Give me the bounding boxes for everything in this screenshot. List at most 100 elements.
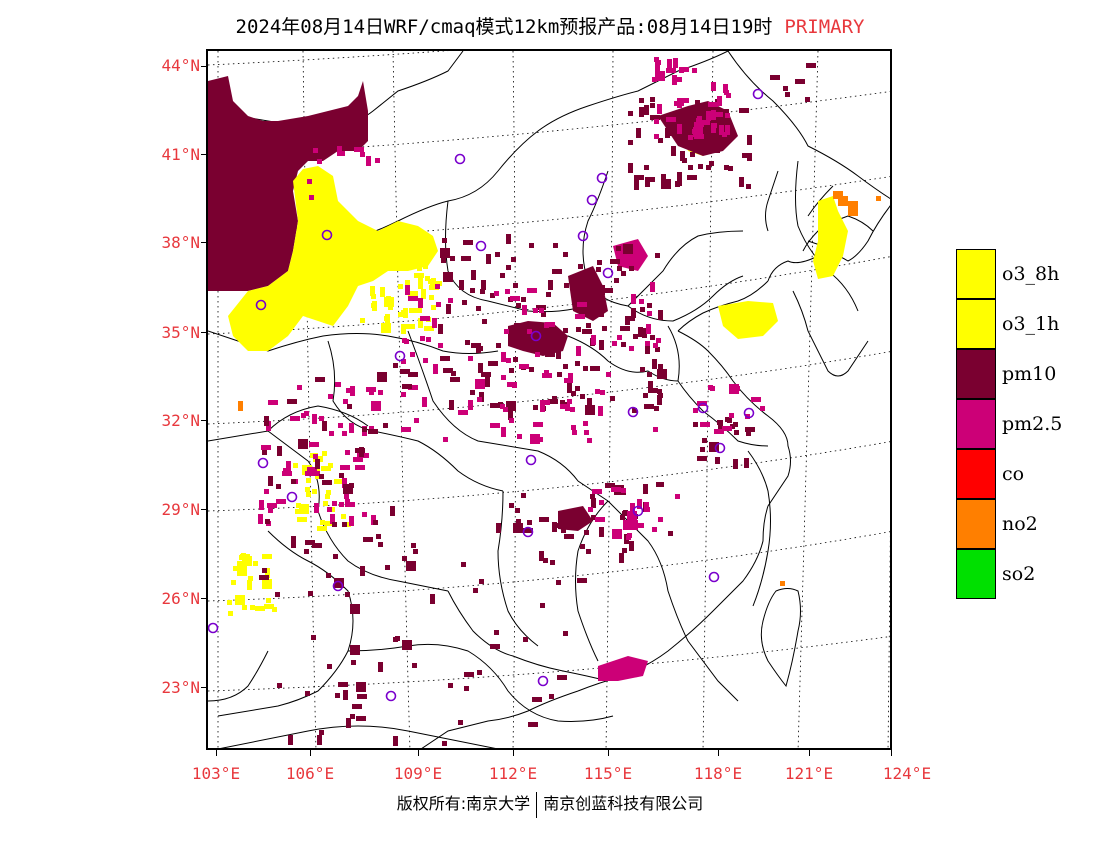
pm25-cell bbox=[708, 102, 718, 107]
pm10-cell bbox=[349, 483, 354, 488]
pm25-cell bbox=[423, 358, 428, 363]
pm25-cell bbox=[286, 461, 291, 471]
pm25-cell bbox=[588, 507, 593, 512]
pm25-cell bbox=[656, 338, 661, 343]
o3-cell bbox=[241, 553, 246, 558]
pm10-cell bbox=[671, 146, 676, 156]
pm25-cell bbox=[420, 316, 430, 321]
pm25-cell bbox=[719, 125, 724, 135]
o3-cell bbox=[330, 507, 335, 512]
pm10-cell bbox=[700, 447, 705, 452]
pm25-cell bbox=[673, 58, 678, 68]
o3-cell bbox=[334, 479, 344, 484]
o3-cell bbox=[317, 526, 327, 531]
pm25-cell bbox=[533, 308, 538, 313]
pm25-cell bbox=[268, 508, 273, 513]
pm10-cell bbox=[617, 266, 622, 271]
pm25-cell bbox=[305, 471, 310, 476]
pm25-cell bbox=[369, 426, 374, 431]
legend-swatch bbox=[956, 449, 996, 499]
pm10-cell bbox=[471, 270, 476, 280]
pm10-cell bbox=[343, 690, 348, 700]
lat-tick bbox=[201, 420, 206, 421]
pm25-cell bbox=[414, 418, 419, 423]
pm25-cell bbox=[544, 370, 549, 375]
pm25-cell bbox=[408, 296, 418, 301]
pm10-cell bbox=[516, 303, 521, 308]
pm10-cell bbox=[291, 479, 296, 484]
pm10-cell bbox=[529, 243, 534, 248]
pm10-cell bbox=[577, 578, 587, 583]
pm10-cell bbox=[378, 662, 383, 672]
o3-cell bbox=[384, 297, 394, 307]
pm25-cell bbox=[503, 407, 508, 412]
pm25-cell bbox=[705, 422, 710, 427]
pm25-cell bbox=[458, 410, 468, 415]
pm10-cell bbox=[619, 553, 624, 563]
pm10-cell bbox=[693, 422, 698, 427]
station-marker bbox=[714, 442, 726, 454]
map-panel[interactable] bbox=[206, 49, 892, 750]
o3-cell bbox=[326, 490, 331, 495]
pm10-cell bbox=[265, 519, 270, 524]
pm10-cell bbox=[571, 391, 576, 396]
lon-tick bbox=[418, 750, 419, 756]
pm10-cell bbox=[495, 252, 500, 257]
pm25-cell bbox=[627, 511, 637, 521]
pm10-cell bbox=[715, 459, 720, 464]
legend-swatch bbox=[956, 349, 996, 399]
pm25-cell bbox=[309, 442, 319, 447]
pm10-cell bbox=[357, 694, 367, 699]
pm25-cell bbox=[675, 494, 680, 499]
o3-cell bbox=[418, 318, 423, 328]
pm25-cell bbox=[319, 416, 324, 421]
pm25-cell bbox=[350, 386, 355, 396]
lon-label-112: 112°E bbox=[488, 764, 538, 783]
pm10-cell bbox=[745, 427, 755, 432]
pm25-cell bbox=[475, 379, 485, 389]
pm25-cell bbox=[672, 75, 677, 85]
pm25-cell bbox=[542, 373, 552, 378]
pm25-cell bbox=[477, 397, 482, 402]
pm10-cell bbox=[599, 340, 604, 350]
no2-cell bbox=[833, 191, 843, 199]
lat-tick bbox=[201, 687, 206, 688]
pm10-cell bbox=[402, 384, 412, 389]
pm25-cell bbox=[567, 399, 572, 404]
pm25-cell bbox=[342, 431, 347, 436]
pm10-cell bbox=[563, 328, 568, 333]
pm10-area bbox=[208, 76, 368, 291]
pm25-cell bbox=[646, 324, 651, 334]
pm25-cell bbox=[330, 514, 335, 524]
pm25-cell bbox=[729, 384, 739, 394]
lat-tick bbox=[201, 332, 206, 333]
pm25-cell bbox=[725, 113, 730, 118]
primary-tag: PRIMARY bbox=[784, 16, 865, 38]
o3-cell bbox=[371, 262, 376, 267]
pm25-cell bbox=[714, 429, 724, 434]
pm10-cell bbox=[552, 523, 562, 528]
pm10-cell bbox=[443, 368, 453, 373]
pm10-cell bbox=[561, 528, 566, 533]
pm10-cell bbox=[616, 246, 621, 251]
station-marker bbox=[530, 330, 542, 342]
pm10-cell bbox=[549, 694, 554, 699]
pm25-cell bbox=[501, 375, 506, 380]
pollutant-cells bbox=[208, 57, 881, 746]
legend-label: o3_1h bbox=[1002, 313, 1060, 335]
pm25-cell bbox=[360, 465, 365, 470]
pm25-cell bbox=[688, 135, 693, 140]
pm10-cell bbox=[728, 166, 733, 171]
station-marker bbox=[577, 230, 589, 242]
pm10-cell bbox=[742, 153, 752, 158]
pm10-cell bbox=[625, 316, 635, 321]
pm10-cell bbox=[333, 554, 338, 559]
pm25-cell bbox=[617, 335, 622, 340]
station-marker bbox=[454, 153, 466, 165]
map-title: 2024年08月14日WRF/cmaq模式12km预报产品:08月14日19时 P… bbox=[0, 12, 1100, 39]
pm25-cell bbox=[700, 422, 705, 427]
pm10-cell bbox=[378, 373, 383, 378]
pm25-cell bbox=[268, 400, 278, 405]
pm10-cell bbox=[661, 174, 666, 179]
pm25-cell bbox=[655, 62, 660, 72]
